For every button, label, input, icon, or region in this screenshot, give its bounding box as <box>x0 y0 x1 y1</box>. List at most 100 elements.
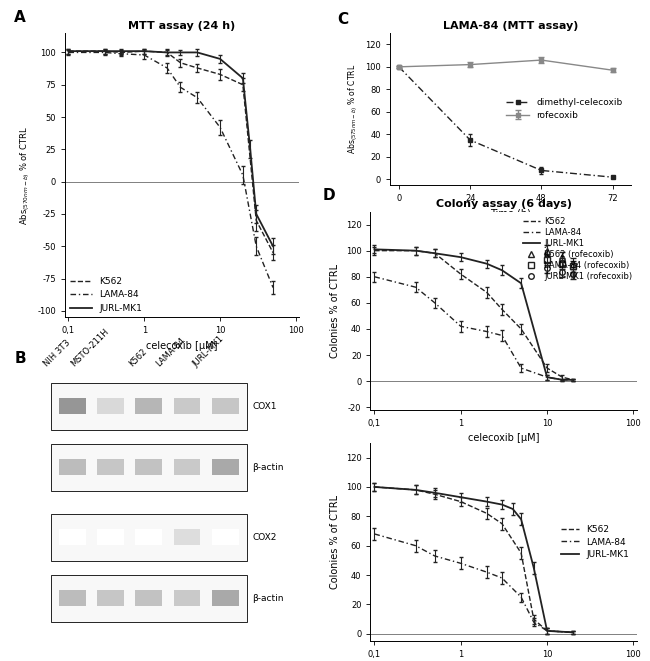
Line: JURL-MK1: JURL-MK1 <box>374 487 573 633</box>
K562 <box>431 249 439 257</box>
LAMA-84 <box>431 552 439 560</box>
K562 <box>558 373 566 381</box>
LAMA-84 <box>163 64 171 72</box>
LAMA-84 <box>457 323 465 330</box>
Line: dimethyl-celecoxib: dimethyl-celecoxib <box>396 65 615 179</box>
K562 <box>252 216 260 224</box>
JURL-MK1 <box>569 376 577 384</box>
Text: LAMA-84: LAMA-84 <box>155 336 187 369</box>
LAMA-84 <box>64 48 72 56</box>
Bar <box>174 459 200 475</box>
JURL-MK1 <box>530 564 538 572</box>
Title: MTT assay (24 h): MTT assay (24 h) <box>129 21 235 31</box>
K562 <box>431 490 439 498</box>
JURL-MK1 <box>543 373 551 381</box>
Title: Colony assay (6 days): Colony assay (6 days) <box>436 200 572 210</box>
Bar <box>174 529 200 545</box>
Bar <box>59 459 86 475</box>
JURL-MK1 <box>252 210 260 218</box>
K562 <box>457 270 465 278</box>
LAMA-84 <box>411 283 419 291</box>
Legend: K562, LAMA-84, JURL-MK1, K562 (rofecoxib), LAMA-84 (rofecoxib), JURL-MK1 (rofeco: K562, LAMA-84, JURL-MK1, K562 (rofecoxib… <box>522 215 633 282</box>
JURL-MK1 <box>216 55 224 63</box>
LAMA-84 <box>252 243 260 251</box>
K562 <box>543 627 551 635</box>
JURL-MK1 <box>269 243 277 251</box>
JURL-MK1 <box>431 489 439 497</box>
JURL-MK1 <box>411 247 419 254</box>
Bar <box>212 529 239 545</box>
Text: COX1: COX1 <box>253 402 277 411</box>
Line: LAMA-84: LAMA-84 <box>68 52 273 288</box>
Text: COX2: COX2 <box>253 533 277 542</box>
LAMA-84 <box>543 627 551 635</box>
LAMA-84 <box>483 328 491 336</box>
K562 <box>483 510 491 518</box>
Line: K562: K562 <box>374 251 573 380</box>
Y-axis label: Colonies % of CTRL: Colonies % of CTRL <box>330 495 340 589</box>
Text: JURL-MK1: JURL-MK1 <box>190 334 226 369</box>
K562 <box>193 64 201 72</box>
LAMA-84 <box>269 284 277 292</box>
Bar <box>98 459 124 475</box>
Bar <box>51 575 247 621</box>
LAMA-84 <box>177 83 185 91</box>
Bar <box>135 399 162 414</box>
LAMA-84 <box>558 376 566 384</box>
LAMA-84 <box>483 568 491 576</box>
JURL-MK1 <box>517 280 525 288</box>
JURL-MK1 <box>140 47 148 55</box>
Bar <box>98 529 124 545</box>
JURL-MK1 <box>239 74 247 82</box>
X-axis label: celecoxib [μM]: celecoxib [μM] <box>468 434 540 444</box>
JURL-MK1 <box>483 498 491 506</box>
JURL-MK1 <box>246 145 254 153</box>
K562 <box>483 288 491 296</box>
K562 <box>64 47 72 55</box>
JURL-MK1 <box>517 516 525 524</box>
LAMA-84 <box>411 542 419 550</box>
Legend: dimethyl-celecoxib, rofecoxib: dimethyl-celecoxib, rofecoxib <box>502 95 626 124</box>
JURL-MK1 <box>509 505 517 513</box>
K562 <box>370 483 378 491</box>
K562 <box>411 247 419 254</box>
K562 <box>569 376 577 384</box>
JURL-MK1 <box>64 47 72 55</box>
Text: C: C <box>337 12 348 27</box>
Bar <box>135 529 162 545</box>
Text: NIH 3T3: NIH 3T3 <box>42 338 72 369</box>
LAMA-84 <box>101 48 109 56</box>
K562 <box>163 48 171 56</box>
Bar <box>174 399 200 414</box>
K562 <box>530 615 538 623</box>
K562 <box>140 47 148 55</box>
K562 <box>216 71 224 79</box>
K562 <box>269 249 277 256</box>
Line: JURL-MK1: JURL-MK1 <box>68 51 273 247</box>
LAMA-84 <box>530 618 538 626</box>
JURL-MK1 <box>498 500 506 508</box>
Bar <box>212 590 239 606</box>
LAMA-84 <box>193 94 201 102</box>
Title: LAMA-84 (MTT assay): LAMA-84 (MTT assay) <box>443 21 578 31</box>
JURL-MK1 <box>411 486 419 494</box>
K562 <box>457 498 465 506</box>
dimethyl-celecoxib <box>609 173 617 181</box>
Line: LAMA-84: LAMA-84 <box>374 277 573 380</box>
dimethyl-celecoxib <box>466 136 474 144</box>
X-axis label: Time (h): Time (h) <box>490 209 530 219</box>
LAMA-84 <box>431 299 439 307</box>
Bar <box>135 590 162 606</box>
LAMA-84 <box>569 376 577 384</box>
Text: MSTO-211H: MSTO-211H <box>70 327 110 369</box>
Line: JURL-MK1: JURL-MK1 <box>374 249 573 380</box>
K562 <box>569 629 577 637</box>
Bar <box>174 590 200 606</box>
Bar <box>51 444 247 490</box>
JURL-MK1 <box>483 260 491 268</box>
LAMA-84 <box>498 332 506 340</box>
Legend: K562, LAMA-84, JURL-MK1: K562, LAMA-84, JURL-MK1 <box>70 277 142 313</box>
JURL-MK1 <box>431 249 439 257</box>
JURL-MK1 <box>457 253 465 261</box>
K562 <box>517 325 525 333</box>
